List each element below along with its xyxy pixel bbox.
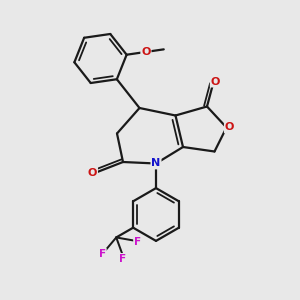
Text: N: N	[152, 158, 160, 169]
Text: O: O	[225, 122, 234, 133]
Text: O: O	[211, 76, 220, 87]
Text: F: F	[134, 237, 141, 247]
Text: O: O	[141, 47, 151, 57]
Text: F: F	[119, 254, 126, 264]
Text: F: F	[99, 249, 106, 259]
Text: O: O	[88, 167, 97, 178]
